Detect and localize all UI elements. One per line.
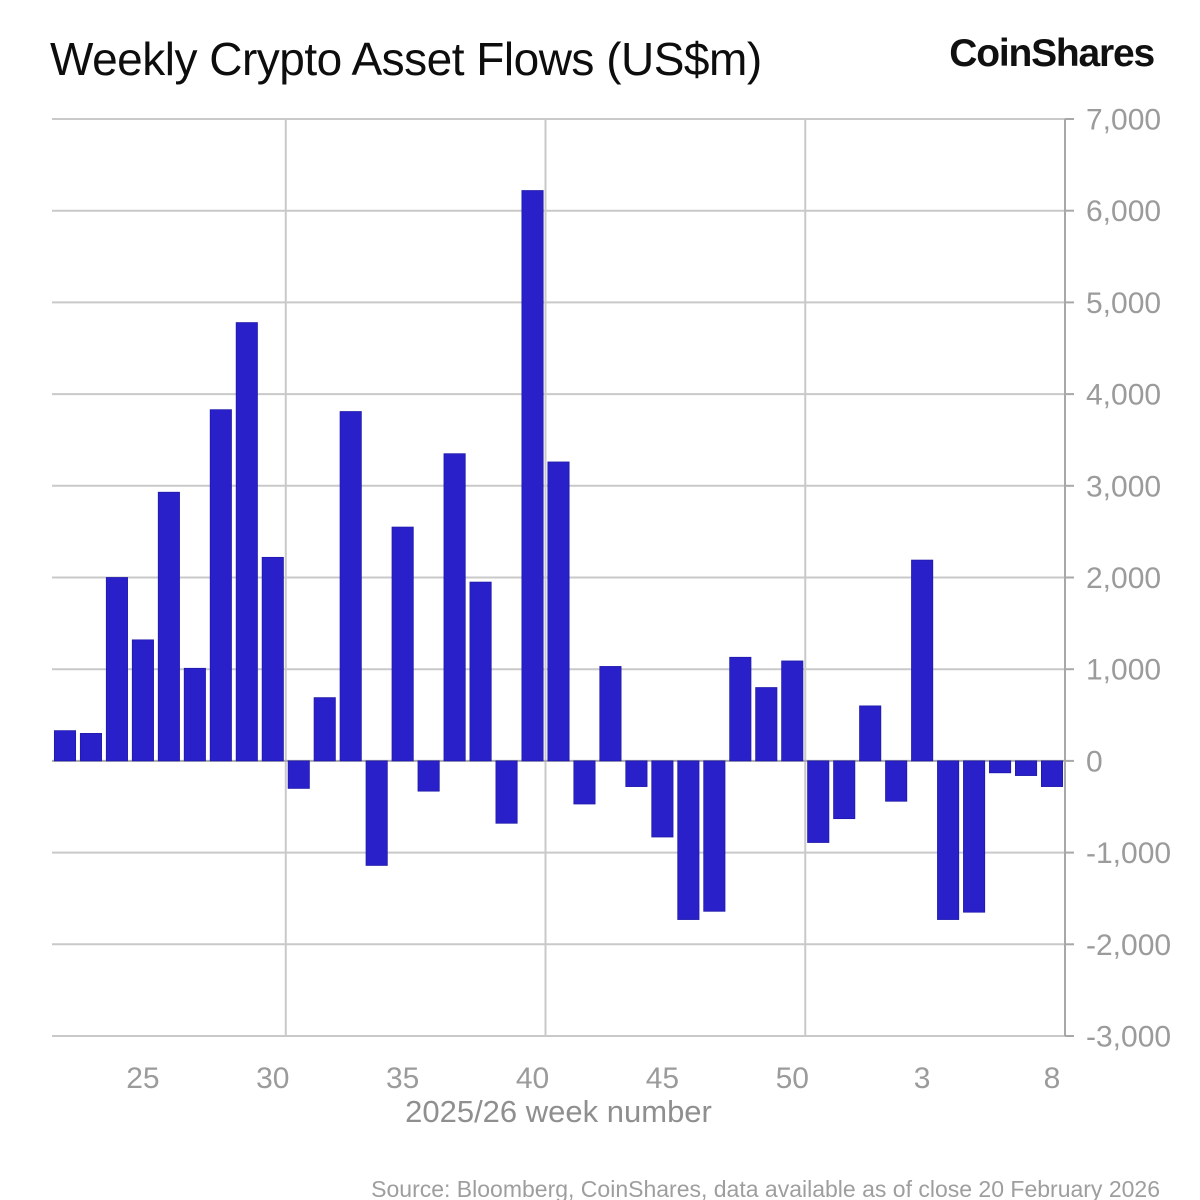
bar-week-24 [105,577,128,762]
bar-week-8 [1040,760,1064,787]
source-note: Source: Bloomberg, CoinShares, data avai… [371,1176,1160,1200]
bar-week-35 [391,526,414,762]
bar-week-28 [209,409,232,762]
bar-week-3 [911,559,934,762]
bar-week-51 [807,760,830,843]
bar-week-34 [365,760,388,866]
x-tick-label: 45 [646,1062,679,1095]
bar-week-2 [885,760,908,802]
bar-week-52 [833,760,856,820]
x-tick-label: 8 [1044,1062,1061,1095]
y-tick-label: -1,000 [1086,837,1171,870]
bar-week-7 [1015,760,1038,776]
bar-week-48 [729,656,752,762]
x-tick-label: 30 [256,1062,289,1095]
bar-week-31 [287,760,310,789]
bar-week-42 [573,760,596,805]
bar-week-45 [651,760,674,838]
y-tick-label: 1,000 [1086,654,1161,687]
bar-week-27 [183,667,206,762]
bar-week-23 [79,733,102,762]
bar-week-6 [989,760,1012,774]
y-tick-label: -3,000 [1086,1021,1171,1054]
bar-week-26 [157,491,180,762]
bar-week-38 [469,581,492,762]
x-tick-label: 40 [516,1062,549,1095]
bar-week-32 [313,697,336,762]
bar-week-25 [131,639,154,762]
bar-week-33 [339,411,362,762]
x-axis-title: 2025/26 week number [405,1094,712,1129]
bar-week-47 [703,760,726,912]
y-tick-label: 2,000 [1086,562,1161,595]
bar-week-5 [963,760,986,913]
y-tick-label: 3,000 [1086,470,1161,503]
y-tick-label: 6,000 [1086,195,1161,228]
bar-week-4 [937,760,960,920]
bar-week-43 [599,666,622,762]
bar-week-50 [781,660,804,762]
x-tick-label: 25 [126,1062,159,1095]
bar-week-22 [53,730,77,762]
bar-week-46 [677,760,700,920]
bar-week-36 [417,760,440,792]
x-tick-label: 50 [776,1062,809,1095]
y-tick-label: 7,000 [1086,104,1161,137]
bar-week-40 [521,190,544,762]
bar-week-44 [625,760,648,787]
y-tick-label: 0 [1086,745,1103,778]
x-tick-label: 3 [914,1062,931,1095]
y-tick-label: 4,000 [1086,379,1161,412]
bar-week-1 [859,705,882,762]
y-tick-label: -2,000 [1086,929,1171,962]
bar-week-30 [261,556,284,762]
x-tick-label: 35 [386,1062,419,1095]
bar-week-41 [547,461,570,762]
page-title: Weekly Crypto Asset Flows (US$m) [50,33,762,85]
y-tick-label: 5,000 [1086,287,1161,320]
bar-week-39 [495,760,518,824]
bar-week-37 [443,453,466,762]
bar-week-49 [755,687,778,762]
coinshares-logo: CoinShares [949,32,1155,75]
bar-week-29 [235,322,258,762]
